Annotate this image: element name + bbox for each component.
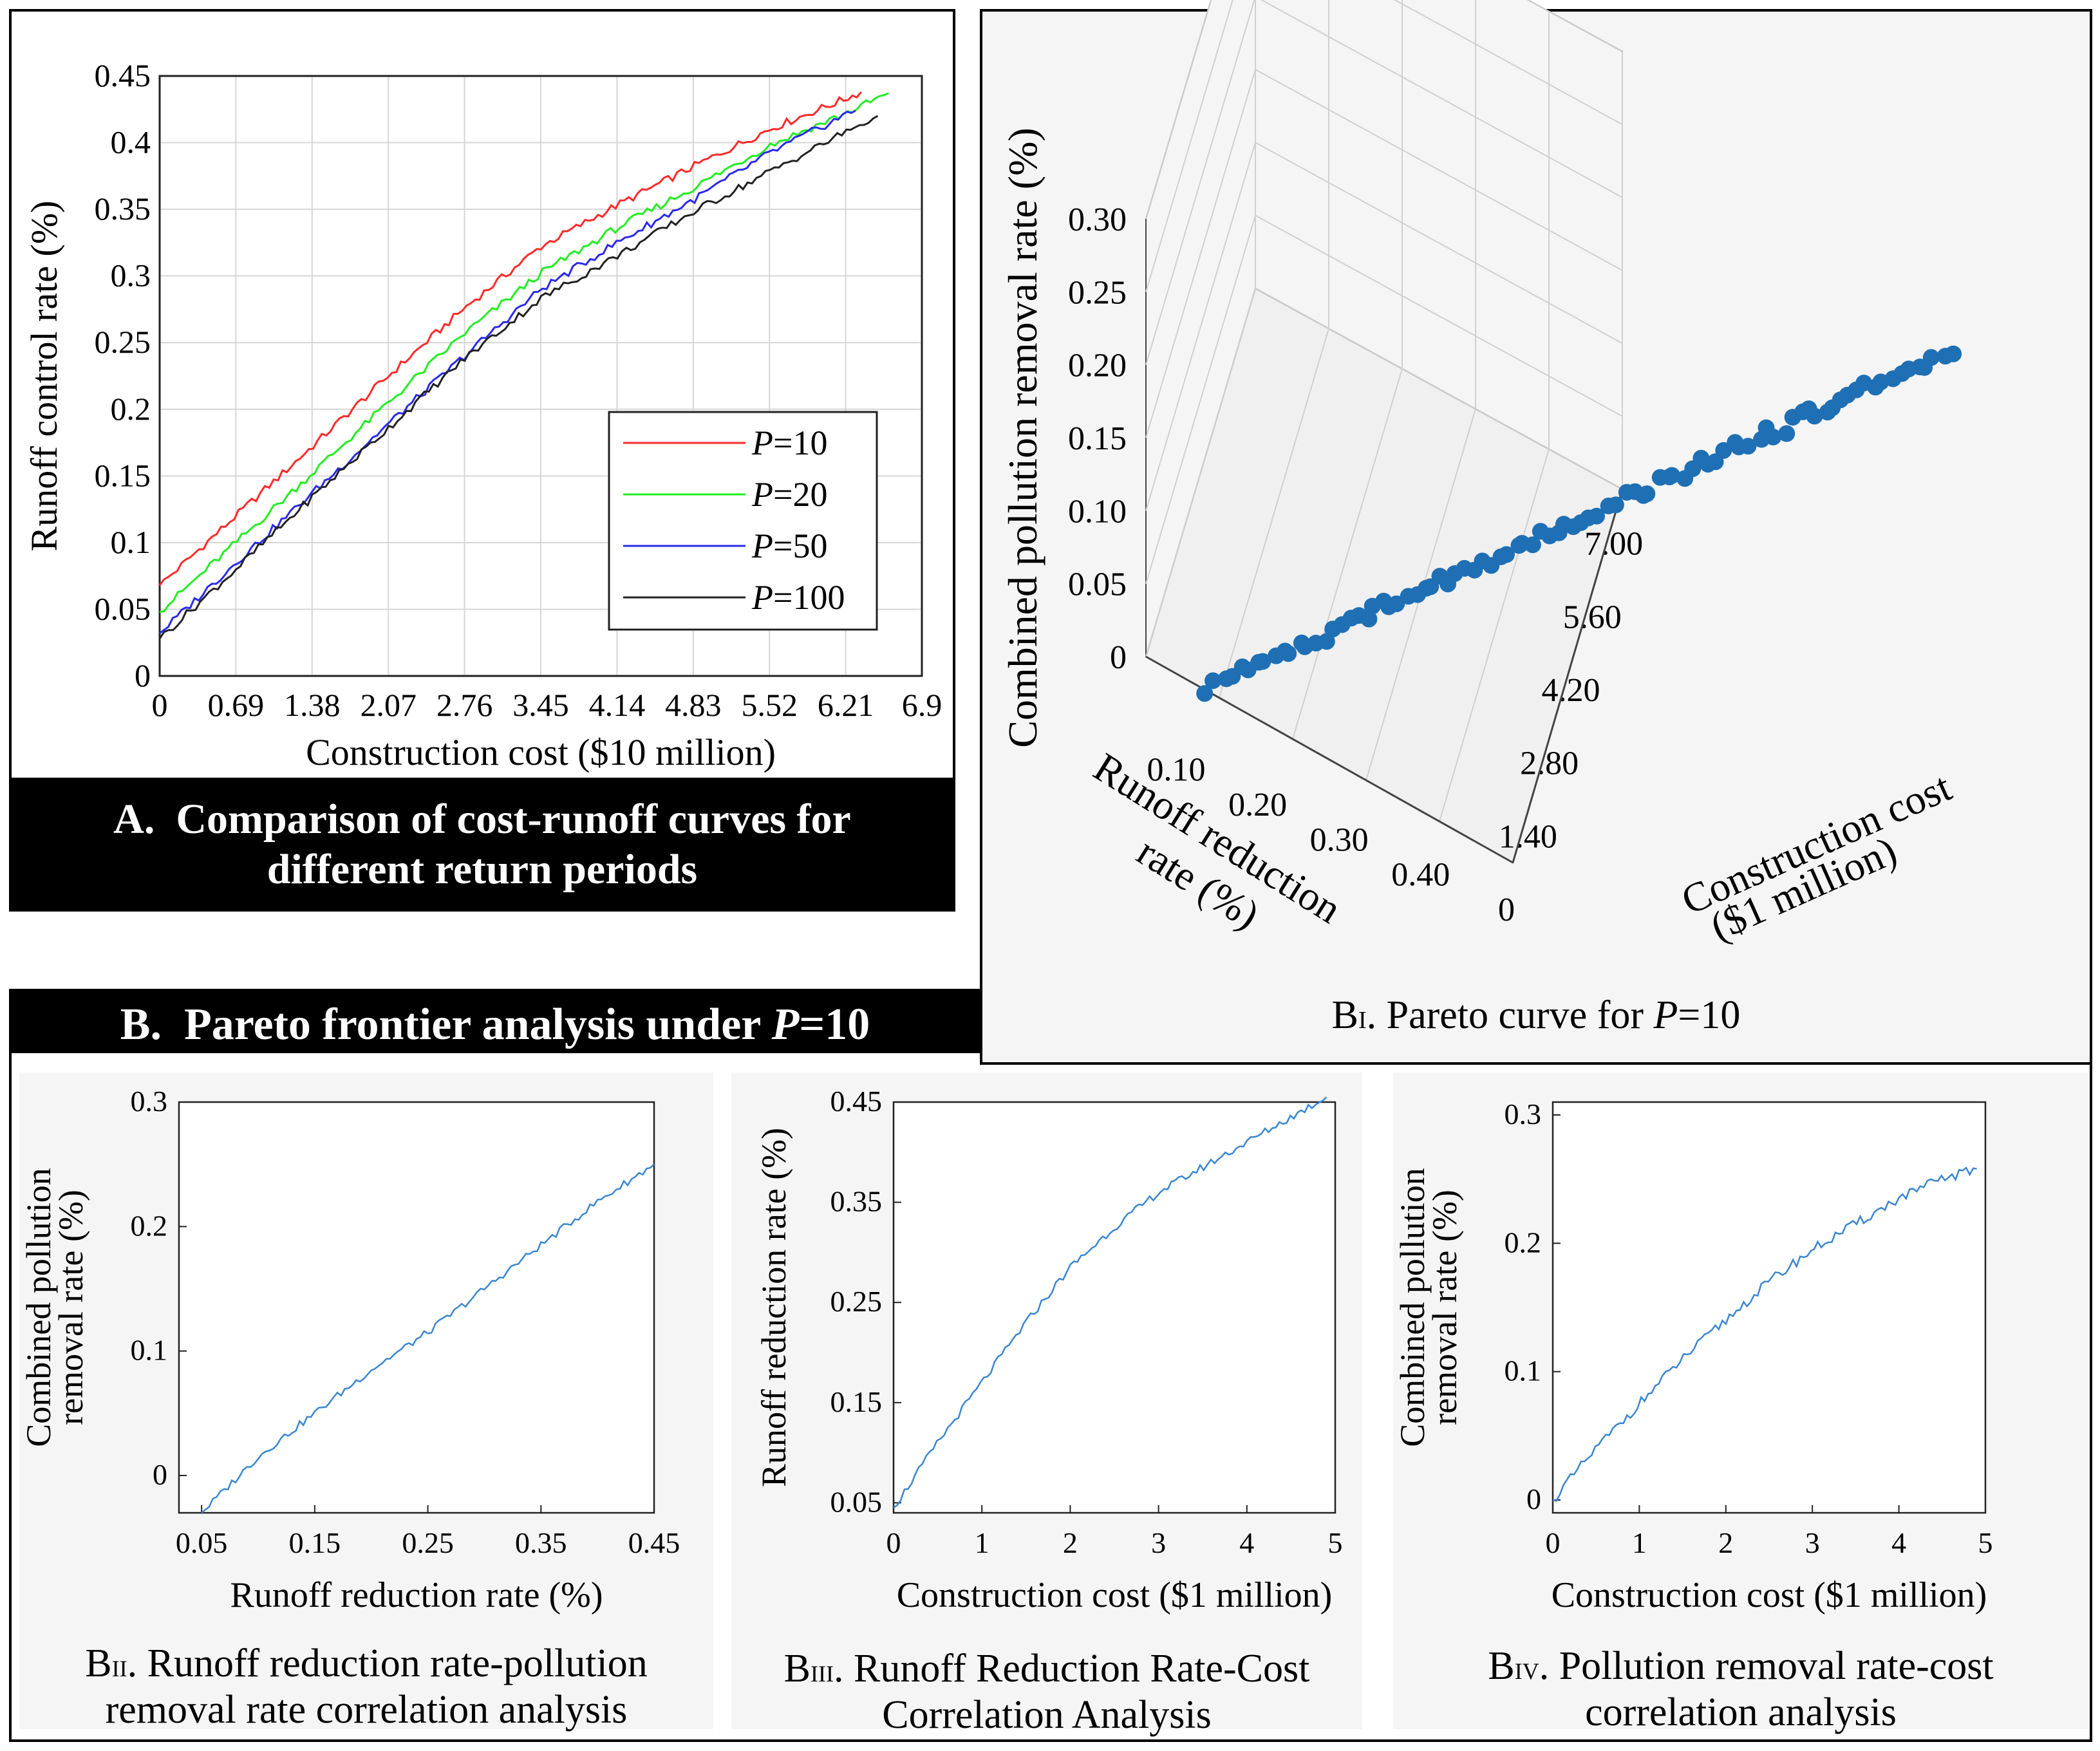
panel-a-caption-line1: Comparison of cost-runoff curves for (176, 796, 851, 843)
panel-b-frame (9, 1053, 2092, 1742)
caption-b2-line1: . Runoff reduction rate-pollution (127, 1642, 648, 1685)
caption-b4-sub: IV (1514, 1658, 1539, 1684)
panel-b1 (980, 9, 2092, 1065)
caption-b4-line2: correlation analysis (1585, 1690, 1897, 1734)
caption-b3-line2: Correlation Analysis (882, 1693, 1212, 1737)
caption-b4: BIV. Pollution removal rate-cost correla… (1393, 1645, 2088, 1733)
caption-b3: BIII. Runoff Reduction Rate-Cost Correla… (731, 1648, 1362, 1736)
panel-b3 (731, 1072, 1362, 1729)
caption-b1-sub: I (1358, 1007, 1367, 1034)
panel-a-caption-line2: different return periods (267, 846, 698, 893)
panel-b2 (19, 1072, 713, 1729)
caption-b1-text: . Pareto curve for (1366, 993, 1654, 1037)
panel-b-header-letter: B. (120, 1000, 162, 1049)
panel-b4 (1393, 1072, 2088, 1729)
caption-b3-prefix: B (783, 1647, 811, 1690)
panel-b-header-var: P (771, 1000, 800, 1049)
caption-b4-prefix: B (1488, 1644, 1515, 1688)
caption-b2-sub: II (111, 1656, 127, 1681)
caption-b1-prefix: B (1331, 993, 1358, 1037)
caption-b1-eq: =10 (1678, 993, 1741, 1037)
caption-b2-prefix: B (85, 1642, 112, 1685)
caption-b1: BI. Pareto curve for P=10 (980, 993, 2092, 1038)
panel-b-header-eq: =10 (799, 1000, 870, 1049)
panel-a-caption-letter: A. (113, 796, 155, 843)
caption-b4-line1: . Pollution removal rate-cost (1539, 1644, 1994, 1688)
caption-b2-line2: removal rate correlation analysis (105, 1688, 628, 1732)
caption-b3-sub: III (811, 1661, 834, 1687)
caption-b3-line1: . Runoff Reduction Rate-Cost (833, 1647, 1310, 1690)
caption-b2: BII. Runoff reduction rate-pollution rem… (19, 1643, 713, 1730)
caption-b1-var: P (1653, 993, 1678, 1037)
panel-b-header-text: Pareto frontier analysis under (183, 1000, 772, 1049)
panel-a (9, 9, 955, 910)
panel-a-caption-bar: A. Comparison of cost-runoff curves for … (9, 778, 955, 912)
panel-b-header-bar: B. Pareto frontier analysis under P=10 (9, 989, 981, 1053)
